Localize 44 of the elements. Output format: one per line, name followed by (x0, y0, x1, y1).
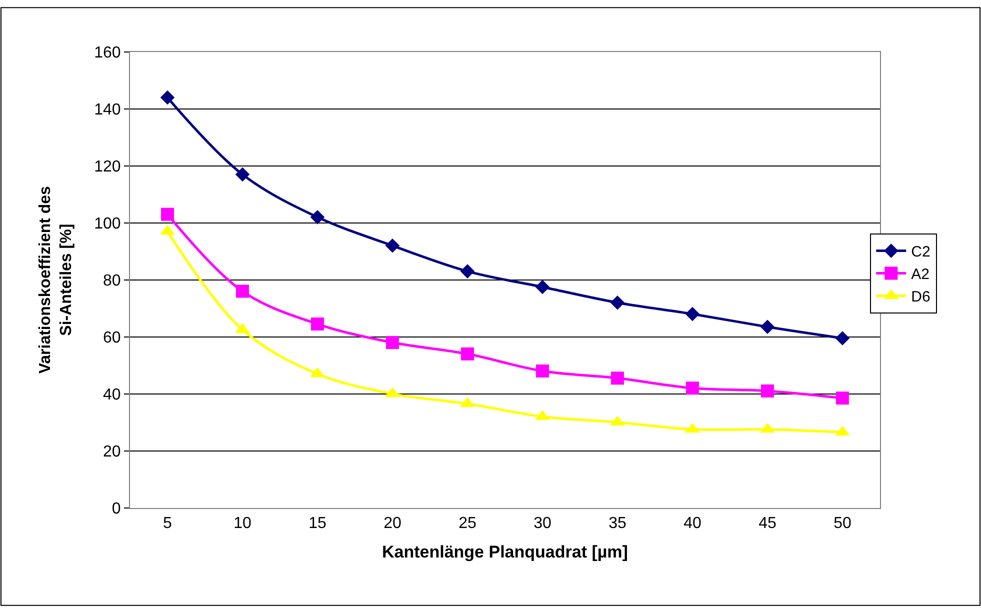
x-tick-label: 40 (684, 514, 702, 532)
point (160, 208, 174, 221)
point (610, 295, 625, 310)
point (236, 284, 249, 298)
y-tick-label: 140 (94, 102, 121, 119)
x-tick-label: 30 (534, 514, 552, 532)
y-tick-label: 0 (112, 500, 121, 518)
point (835, 331, 850, 346)
x-axis-title: Kantenlänge Planquadrat [µm] (382, 542, 628, 562)
x-tick-label: 45 (758, 514, 776, 532)
point (310, 318, 324, 331)
point (836, 392, 849, 405)
point (535, 280, 550, 294)
y-tick-label: 160 (94, 44, 121, 62)
point (760, 384, 774, 398)
point (385, 238, 400, 253)
y-tick-label: 120 (94, 158, 121, 176)
legend-label: A2 (911, 266, 930, 284)
point (460, 347, 474, 360)
point (686, 382, 699, 395)
y-axis-title: Variationskoeffizient des Si-Anteiles [%] (37, 186, 75, 374)
point (760, 320, 775, 334)
y-tick-label: 20 (102, 443, 121, 460)
point (460, 264, 475, 278)
point (235, 167, 250, 182)
point (685, 306, 700, 322)
x-tick-label: 35 (608, 514, 626, 532)
y-tick-label: 60 (102, 329, 121, 346)
point (610, 372, 624, 385)
legend-label: D6 (911, 288, 930, 306)
x-tick-label: 20 (384, 514, 402, 532)
x-tick-label: 25 (458, 514, 476, 532)
point (160, 90, 175, 105)
legend-label: C2 (911, 244, 930, 261)
y-tick-label: 100 (94, 215, 121, 232)
x-tick-label: 50 (834, 514, 852, 532)
y-tick-label: 40 (102, 386, 121, 404)
x-tick-label: 15 (308, 514, 326, 532)
x-tick-label: 5 (163, 514, 172, 532)
point (310, 210, 325, 224)
y-tick-label: 80 (102, 272, 121, 290)
point (386, 336, 399, 350)
x-tick-label: 10 (234, 514, 252, 532)
point (536, 364, 549, 378)
